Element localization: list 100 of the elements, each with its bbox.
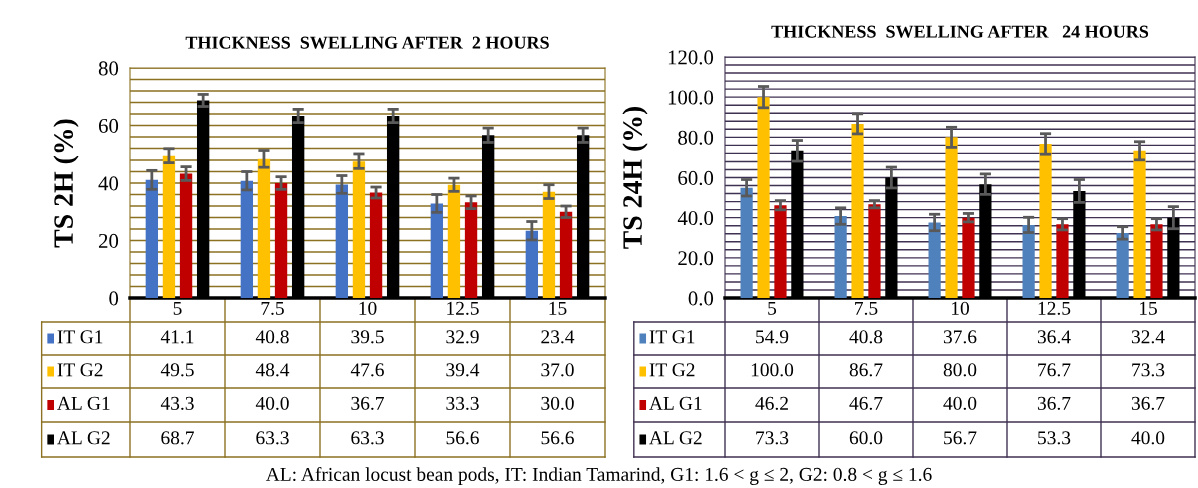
y-tick-label: 0 (109, 291, 119, 306)
x-tick-label: 12.5 (447, 301, 479, 315)
x-tick-label: 7.5 (261, 301, 284, 315)
bar (240, 180, 254, 298)
bar (447, 184, 461, 298)
bar (774, 205, 787, 298)
y-axis-title: TS 24H (%) (622, 106, 648, 249)
data-label: 53.3 (1038, 431, 1071, 445)
bar (162, 155, 176, 298)
data-label: 43.3 (160, 396, 194, 410)
data-label: 36.4 (1037, 330, 1071, 344)
data-label: 40.8 (849, 330, 883, 344)
y-tick-label: 0.0 (688, 291, 714, 306)
data-label: 68.7 (161, 431, 194, 445)
data-label: 46.2 (755, 396, 788, 410)
legend-label: AL G2 (57, 431, 110, 445)
legend-label: AL G2 (649, 431, 702, 445)
data-label: 36.7 (1131, 396, 1165, 410)
data-label: 46.7 (849, 396, 883, 410)
bar (740, 187, 753, 298)
data-label: 48.4 (255, 363, 290, 377)
y-tick-label: 20 (98, 233, 119, 248)
x-tick-label: 7.5 (855, 301, 878, 315)
bar (1150, 224, 1163, 298)
data-label: 32.9 (446, 330, 479, 344)
data-label: 56.7 (944, 431, 977, 445)
y-tick-label: 60 (98, 118, 119, 133)
x-tick-label: 5 (768, 301, 777, 315)
data-label: 37.0 (541, 363, 574, 377)
x-tick-label: 12.5 (1038, 301, 1071, 315)
y-tick-label: 60.0 (678, 170, 714, 186)
y-tick-label: 20.0 (678, 251, 714, 266)
y-tick-label: 120.0 (668, 50, 714, 65)
data-label: 49.5 (160, 363, 194, 377)
data-label: 56.6 (541, 431, 574, 445)
bar (525, 230, 539, 298)
y-tick-label: 80.0 (678, 130, 714, 145)
data-label: 40.0 (1131, 431, 1165, 445)
data-label: 41.1 (160, 330, 194, 344)
data-label: 86.7 (849, 363, 883, 377)
x-tick-label: 15 (1139, 301, 1157, 315)
bar (179, 173, 193, 298)
bar (352, 161, 366, 298)
bar (464, 202, 478, 298)
bar (369, 192, 383, 298)
legend-label: IT G2 (649, 363, 695, 377)
data-label: 63.3 (351, 431, 384, 445)
x-tick-label: 15 (549, 301, 567, 315)
data-label: 39.5 (351, 330, 384, 344)
data-label: 76.7 (1038, 363, 1071, 377)
bar (945, 137, 958, 298)
bar (962, 217, 975, 298)
bar (1116, 232, 1129, 298)
data-label: 32.4 (1131, 330, 1165, 344)
y-tick-label: 40.0 (677, 211, 714, 226)
bar (928, 222, 941, 298)
bar (335, 184, 349, 298)
data-label: 30.0 (541, 396, 574, 410)
bar (1056, 224, 1069, 298)
y-tick-label: 100.0 (668, 90, 714, 105)
data-label: 37.6 (943, 330, 977, 344)
data-label: 56.6 (446, 431, 479, 445)
data-label: 54.9 (756, 330, 789, 344)
data-label: 73.3 (1132, 363, 1165, 377)
data-label: 80.0 (943, 363, 977, 377)
bar (868, 204, 881, 298)
data-label: 40.0 (255, 396, 289, 410)
bar (430, 203, 444, 298)
data-label: 33.3 (446, 396, 479, 410)
legend-label: AL G1 (649, 396, 702, 410)
x-tick-label: 10 (951, 301, 969, 315)
data-label: 63.3 (256, 431, 289, 445)
data-label: 73.3 (756, 431, 789, 445)
data-label: 100.0 (751, 363, 794, 377)
y-axis-title: TS 2H (%) (53, 119, 79, 248)
y-tick-label: 40 (98, 176, 119, 191)
bar (559, 211, 573, 298)
bar (257, 158, 271, 298)
data-label: 40.0 (943, 396, 977, 410)
data-label: 39.4 (446, 363, 480, 377)
bar (851, 123, 864, 298)
bar (1022, 224, 1035, 298)
data-label: 47.6 (350, 363, 384, 377)
bar (542, 191, 556, 298)
bar (1133, 150, 1146, 298)
chart-title: THICKNESS SWELLING AFTER 2 HOURS (185, 36, 549, 49)
data-label: 23.4 (541, 330, 575, 344)
data-label: 36.7 (1037, 396, 1071, 410)
bar (757, 97, 770, 298)
legend-label: IT G1 (649, 330, 695, 344)
legend-label: IT G1 (57, 330, 103, 344)
legend-label: IT G2 (57, 363, 103, 377)
chart-title: THICKNESS SWELLING AFTER 24 HOURS (771, 25, 1149, 38)
data-label: 40.8 (255, 330, 289, 344)
text: AL: African locust bean pods, IT: Indian Tamarind, G1: 1.6 < g ≤ 2, G2: 0.8 < g ≤ 1.6 (265, 467, 932, 485)
data-label: 36.7 (351, 396, 384, 410)
bar (274, 183, 288, 298)
legend-label: AL G1 (57, 396, 110, 410)
bar (834, 216, 847, 298)
y-tick-label: 80 (98, 61, 119, 76)
